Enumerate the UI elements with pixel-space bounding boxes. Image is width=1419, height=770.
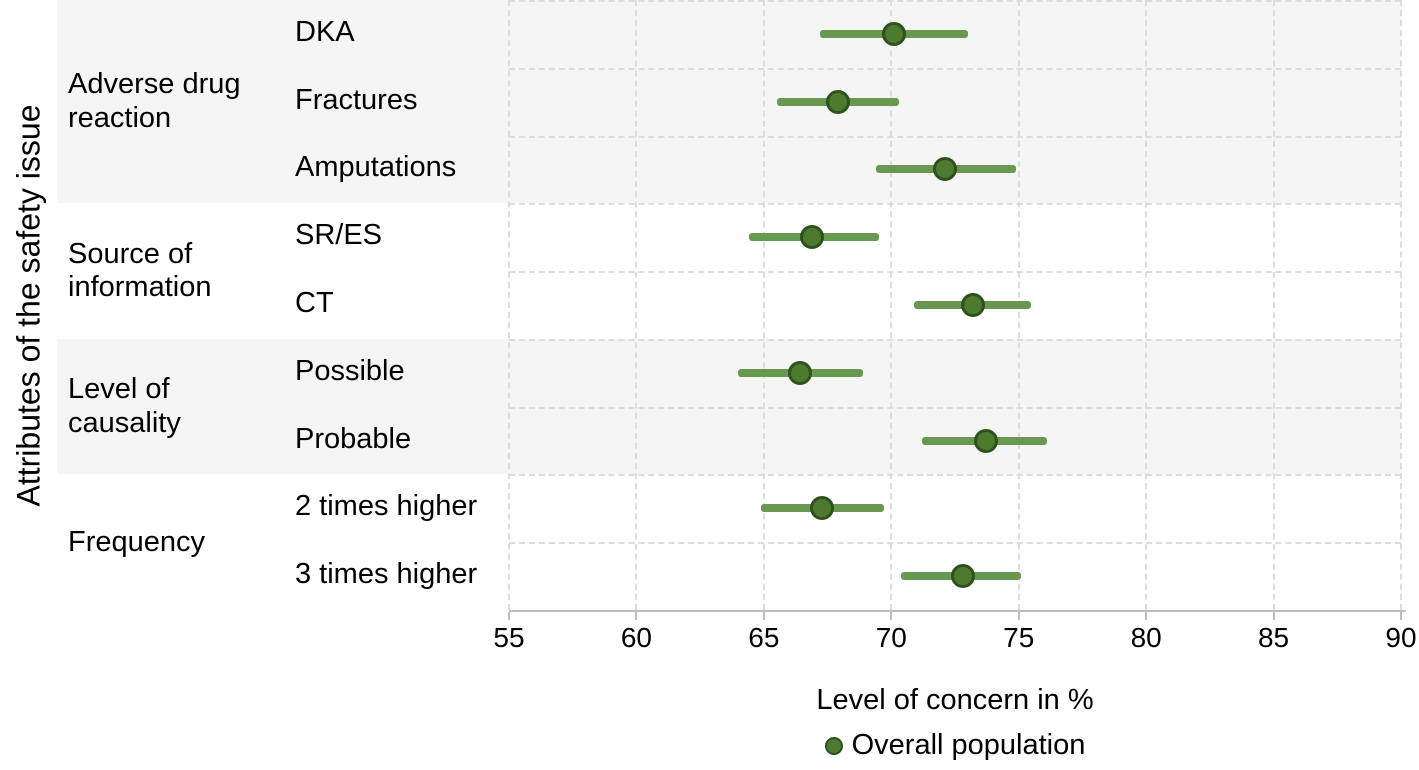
- gridline-horizontal: [509, 406, 1401, 409]
- x-axis-tick-label: 60: [620, 622, 652, 653]
- data-point-marker: [810, 496, 835, 521]
- x-axis-tick-label: 65: [748, 622, 780, 653]
- data-point-marker: [800, 225, 825, 250]
- data-point-marker: [825, 89, 850, 114]
- gridline-vertical: [1145, 0, 1148, 610]
- data-point-marker: [932, 157, 957, 182]
- x-axis-tick: [1145, 612, 1148, 620]
- group-label: Source of information: [68, 237, 212, 304]
- data-point-marker: [973, 428, 998, 453]
- x-axis-tick-label: 90: [1385, 622, 1417, 653]
- x-axis-line: [509, 610, 1406, 612]
- x-axis-tick: [1017, 612, 1020, 620]
- gridline-vertical: [762, 0, 765, 610]
- legend-marker-dot-icon: [824, 736, 843, 755]
- x-axis-tick-label: 80: [1130, 622, 1162, 653]
- group-label: Frequency: [68, 525, 206, 558]
- row-label: CT: [295, 287, 334, 319]
- gridline-vertical: [890, 0, 893, 610]
- group-band: [57, 338, 1401, 475]
- group-band: [57, 0, 1401, 204]
- gridline-vertical: [1400, 0, 1402, 610]
- row-label: 2 times higher: [295, 490, 478, 523]
- gridline-horizontal: [509, 542, 1401, 545]
- row-label: SR/ES: [295, 219, 383, 252]
- gridline-vertical: [1272, 0, 1275, 610]
- x-axis-title: Level of concern in %: [816, 684, 1094, 716]
- gridline-horizontal: [509, 135, 1401, 138]
- row-label: DKA: [295, 15, 355, 48]
- data-point-marker: [950, 564, 975, 589]
- group-label: Adverse drug reaction: [68, 68, 241, 134]
- row-label: Probable: [295, 422, 412, 455]
- gridline-vertical: [635, 0, 638, 610]
- gridline-horizontal: [509, 271, 1401, 274]
- x-axis-tick: [1272, 612, 1275, 620]
- data-point-marker: [960, 293, 985, 317]
- gridline-horizontal: [509, 203, 1401, 206]
- x-axis-tick: [890, 612, 893, 620]
- x-axis-tick-label: 55: [493, 622, 525, 653]
- gridline-vertical: [508, 0, 510, 610]
- legend: Overall population: [509, 729, 1401, 762]
- x-axis-tick-label: 85: [1257, 622, 1290, 653]
- gridline-horizontal: [509, 338, 1401, 341]
- gridline-horizontal: [509, 474, 1401, 477]
- legend-label: Overall population: [851, 729, 1086, 761]
- row-label: Amputations: [295, 151, 457, 184]
- row-label: Possible: [295, 354, 405, 387]
- x-axis-tick-label: 70: [875, 622, 907, 653]
- x-axis-tick: [508, 612, 510, 620]
- row-label: Fractures: [295, 83, 418, 116]
- x-axis-tick: [635, 612, 638, 620]
- row-label: 3 times higher: [295, 558, 478, 591]
- x-axis-tick: [762, 612, 765, 620]
- data-point-marker: [881, 21, 906, 46]
- x-axis-tick-label: 75: [1003, 622, 1035, 653]
- x-axis-tick: [1400, 612, 1402, 620]
- gridline-horizontal: [509, 0, 1401, 2]
- gridline-horizontal: [509, 67, 1401, 70]
- data-point-marker: [787, 360, 812, 385]
- group-label: Level of causality: [68, 373, 181, 439]
